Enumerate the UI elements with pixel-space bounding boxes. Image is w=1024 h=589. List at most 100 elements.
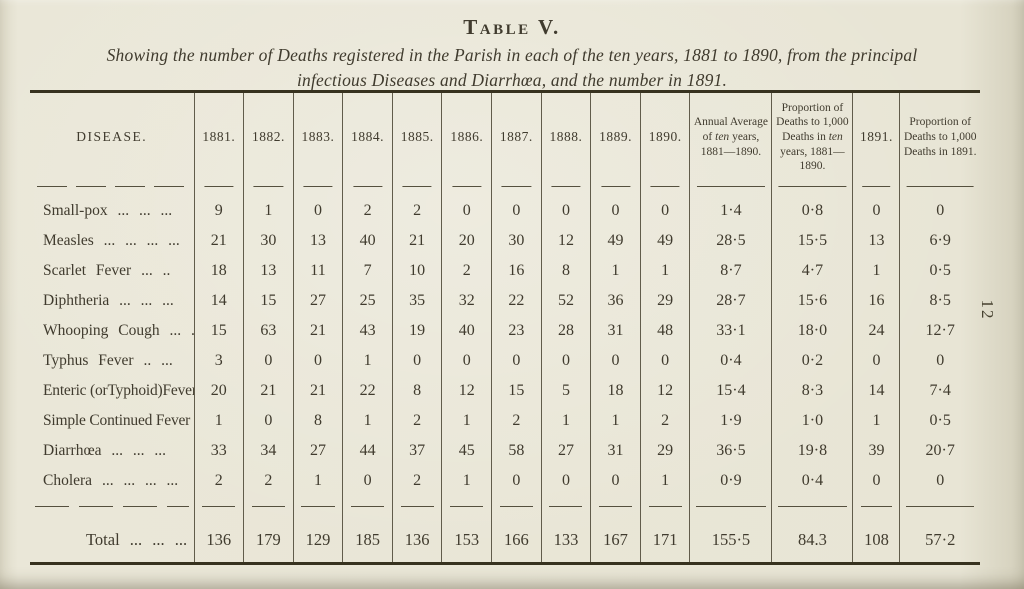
- value-cell: 1·0: [771, 405, 854, 436]
- value-cell: 2: [342, 195, 393, 226]
- column-header-label: 1891.: [860, 129, 893, 145]
- header-underline-dash: [303, 185, 333, 187]
- header-underline-dash: [353, 185, 383, 187]
- value-cell: 0: [540, 345, 592, 376]
- value-cell: 15: [491, 375, 542, 406]
- value-cell: 32: [441, 285, 493, 316]
- value-cell: 16: [852, 285, 901, 316]
- value-cell: 1: [852, 405, 901, 436]
- value-cell: 0: [342, 465, 393, 496]
- column-header-label: 1885.: [400, 129, 434, 145]
- table-row-typhus-fever: Typhus Fever .. ... 3 0 0 1 0 0 0 0 0 0 0·4 0·2 0 0: [30, 345, 980, 376]
- value-cell: 0: [491, 465, 542, 496]
- value-cell: 16: [491, 255, 542, 286]
- value-cell: 1: [590, 255, 641, 286]
- separator-dash: [243, 495, 294, 518]
- value-cell: 14: [193, 285, 245, 316]
- value-cell: 0: [391, 345, 443, 376]
- value-cell: 44: [342, 435, 393, 466]
- header-underline-dash: [650, 185, 680, 187]
- value-cell: 2: [243, 465, 294, 496]
- column-header-1883: 1883.: [292, 91, 344, 196]
- value-cell: 2: [391, 195, 443, 226]
- value-cell: 0: [292, 345, 344, 376]
- value-cell: 153: [441, 517, 493, 564]
- value-cell: 1: [342, 345, 393, 376]
- value-cell: 0: [540, 195, 592, 226]
- value-cell: 179: [243, 517, 294, 564]
- value-cell: 48: [639, 315, 691, 346]
- value-cell: 0: [852, 465, 901, 496]
- value-cell: 49: [590, 225, 641, 256]
- value-cell: 4·7: [771, 255, 854, 286]
- value-cell: 0: [590, 465, 641, 496]
- column-header-1886: 1886.: [441, 91, 493, 196]
- value-cell: 30: [491, 225, 542, 256]
- column-header-1889: 1889.: [590, 91, 641, 196]
- value-cell: 0: [590, 195, 641, 226]
- column-header-1891: 1891.: [852, 91, 901, 196]
- value-cell: 21: [292, 375, 344, 406]
- disease-label: Measles ... ... ... ...: [30, 225, 195, 256]
- value-cell: 0: [243, 345, 294, 376]
- value-cell: 12: [639, 375, 691, 406]
- value-cell: 39: [852, 435, 901, 466]
- value-cell: 9: [193, 195, 245, 226]
- column-header-label: Annual Average of ten years, 1881—1890.: [693, 116, 769, 158]
- column-header-label: DISEASE.: [76, 129, 148, 145]
- disease-label: Enteric (orTyphoid)Fever: [30, 375, 195, 406]
- value-cell: 1: [852, 255, 901, 286]
- value-cell: 57·2: [899, 517, 980, 564]
- value-cell: 63: [243, 315, 294, 346]
- separator-dash: [30, 495, 195, 518]
- deaths-by-disease-table: DISEASE. 1881. 1882. 1883. 1884. 1885. 1886. 18…: [30, 90, 980, 565]
- column-header-1887: 1887.: [491, 91, 542, 196]
- value-cell: 28·5: [689, 225, 773, 256]
- column-header-label: 1889.: [599, 129, 632, 145]
- value-cell: 2: [391, 465, 443, 496]
- value-cell: 1: [342, 405, 393, 436]
- value-cell: 15: [193, 315, 245, 346]
- value-cell: 1: [441, 465, 493, 496]
- value-cell: 11: [292, 255, 344, 286]
- value-cell: 19: [391, 315, 443, 346]
- value-cell: 0: [491, 195, 542, 226]
- value-cell: 23: [491, 315, 542, 346]
- value-cell: 0·4: [771, 465, 854, 496]
- value-cell: 2: [491, 405, 542, 436]
- value-cell: 20·7: [899, 435, 980, 466]
- value-cell: 133: [540, 517, 592, 564]
- value-cell: 36·5: [689, 435, 773, 466]
- value-cell: 2: [391, 405, 443, 436]
- value-cell: 40: [441, 315, 493, 346]
- header-underline-dash: [696, 185, 765, 187]
- table-row-measles: Measles ... ... ... ... 21 30 13 40 21 20 30 12 4…: [30, 225, 980, 256]
- value-cell: 10: [391, 255, 443, 286]
- value-cell: 30: [243, 225, 294, 256]
- table-row-whooping-cough: Whooping Cough ... ... 15 63 21 43 19 40 23 28 31…: [30, 315, 980, 346]
- disease-label: Scarlet Fever ... ..: [30, 255, 195, 286]
- column-header-label: 1888.: [549, 129, 583, 145]
- value-cell: 28·7: [689, 285, 773, 316]
- value-cell: 18: [590, 375, 641, 406]
- header-row: DISEASE. 1881. 1882. 1883. 1884. 1885. 1886. 18…: [30, 91, 980, 196]
- value-cell: 0: [852, 195, 901, 226]
- value-cell: 33: [193, 435, 245, 466]
- value-cell: 21: [391, 225, 443, 256]
- column-header-label: Proportion of Deaths to 1,000 Deaths in …: [903, 116, 977, 158]
- column-header-label: 1883.: [301, 129, 335, 145]
- value-cell: 13: [292, 225, 344, 256]
- value-cell: 21: [193, 225, 245, 256]
- column-header-proportion-of-deaths-to-1-000-deaths-in-1891: Proportion of Deaths to 1,000 Deaths in …: [899, 91, 980, 196]
- page-title: Table V.: [463, 15, 561, 39]
- value-cell: 15·4: [689, 375, 773, 406]
- separator-dash: [342, 495, 393, 518]
- separator-dash: [852, 495, 901, 518]
- value-cell: 15·6: [771, 285, 854, 316]
- column-header-label: 1882.: [251, 129, 285, 145]
- disease-label: Cholera ... ... ... ...: [30, 465, 195, 496]
- table-row-cholera: Cholera ... ... ... ... 2 2 1 0 2 1 0 0 0 1 0·9 0·4 0…: [30, 465, 980, 496]
- disease-label: Diphtheria ... ... ...: [30, 285, 195, 316]
- value-cell: 0: [243, 405, 294, 436]
